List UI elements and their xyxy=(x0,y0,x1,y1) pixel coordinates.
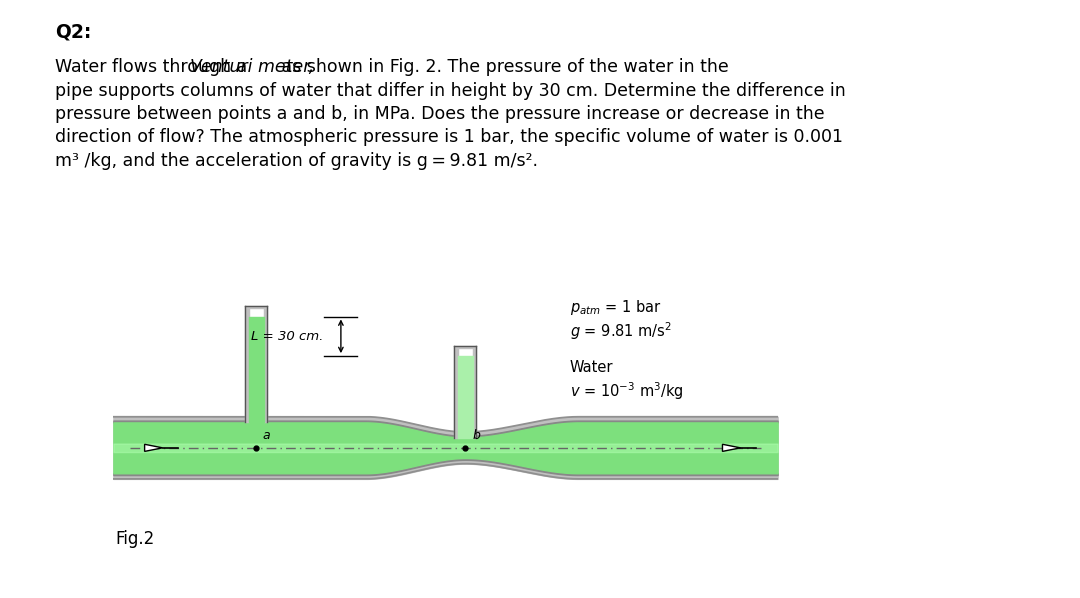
Text: m³ /kg, and the acceleration of gravity is g = 9.81 m/s².: m³ /kg, and the acceleration of gravity … xyxy=(55,152,538,170)
Text: L = 30 cm.: L = 30 cm. xyxy=(252,329,324,343)
Text: pipe supports columns of water that differ in height by 30 cm. Determine the dif: pipe supports columns of water that diff… xyxy=(55,81,846,99)
Polygon shape xyxy=(723,444,741,451)
Text: Venturi meter,: Venturi meter, xyxy=(190,58,314,76)
Text: a: a xyxy=(262,429,270,441)
Text: as shown in Fig. 2. The pressure of the water in the: as shown in Fig. 2. The pressure of the … xyxy=(276,58,729,76)
Text: $g$ = 9.81 m/s$^2$: $g$ = 9.81 m/s$^2$ xyxy=(570,320,672,341)
Text: Water flows through a: Water flows through a xyxy=(55,58,253,76)
Text: pressure between points a and b, in MPa. Does the pressure increase or decrease : pressure between points a and b, in MPa.… xyxy=(55,105,825,123)
Text: Fig.2: Fig.2 xyxy=(114,530,154,548)
Text: direction of flow? The atmospheric pressure is 1 bar, the specific volume of wat: direction of flow? The atmospheric press… xyxy=(55,129,843,147)
Text: $p_{atm}$ = 1 bar: $p_{atm}$ = 1 bar xyxy=(570,298,662,317)
Polygon shape xyxy=(145,444,163,451)
Text: $v$ = 10$^{-3}$ m$^3$/kg: $v$ = 10$^{-3}$ m$^3$/kg xyxy=(570,380,684,402)
Text: Q2:: Q2: xyxy=(55,22,92,41)
Text: b: b xyxy=(472,429,480,441)
Text: Water: Water xyxy=(570,360,613,375)
